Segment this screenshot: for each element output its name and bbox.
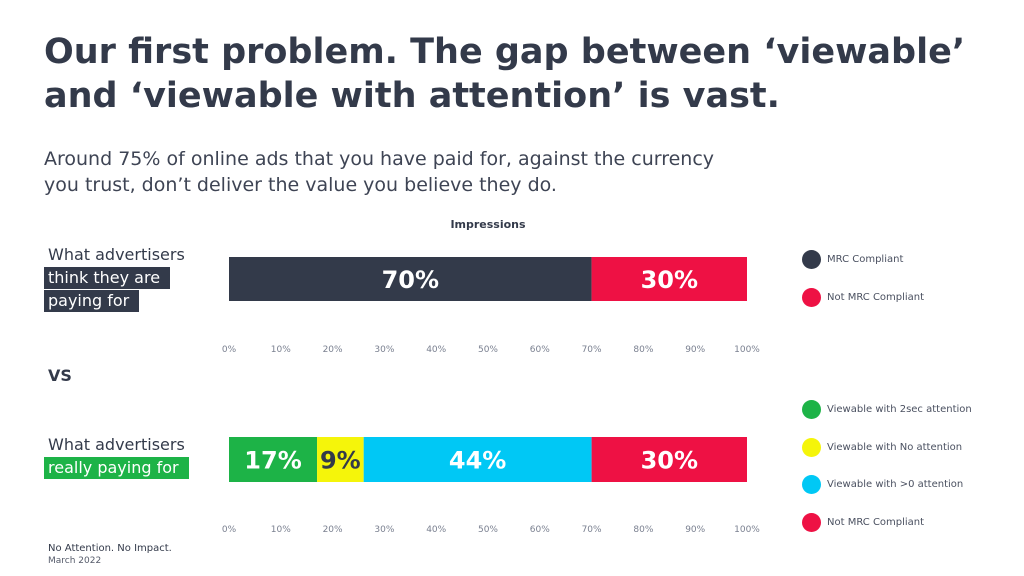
legend-item: MRC Compliant <box>802 250 903 269</box>
legend-label: Not MRC Compliant <box>827 292 925 303</box>
title-line: Our first problem. The gap between ‘view… <box>44 32 966 72</box>
x-tick-label: 70% <box>582 345 602 355</box>
x-tick-label: 30% <box>374 525 394 535</box>
x-tick-label: 20% <box>323 345 343 355</box>
legend-swatch <box>802 512 821 532</box>
legend-label: Not MRC Compliant <box>827 516 925 528</box>
legend-item: Viewable with No attention <box>802 437 963 457</box>
x-tick-label: 20% <box>323 525 343 535</box>
bar-data-label: 30% <box>641 266 698 294</box>
legend-swatch <box>802 250 821 269</box>
legend-label: Viewable with 2sec attention <box>827 404 972 415</box>
bar-segment <box>229 437 318 482</box>
footer: No Attention. No Impact. March 2022 <box>48 543 172 567</box>
footer-tagline: No Attention. No Impact. <box>48 543 172 554</box>
x-tick-label: 60% <box>530 525 550 535</box>
x-tick-label: 0% <box>222 525 237 535</box>
x-tick-label: 80% <box>633 525 653 535</box>
legend-item: Viewable with 2sec attention <box>802 400 972 419</box>
row-label-text: What advertisers <box>48 245 185 264</box>
bar-data-label: 30% <box>641 447 698 475</box>
x-tick-label: 0% <box>222 345 237 355</box>
x-tick-label: 80% <box>633 345 653 355</box>
bar-segment <box>591 437 747 482</box>
x-tick-label: 100% <box>734 345 760 355</box>
legend-item: Viewable with >0 attention <box>802 475 963 494</box>
x-tick-label: 40% <box>426 525 446 535</box>
bar-segment <box>229 257 592 301</box>
x-tick-label: 90% <box>685 345 705 355</box>
legend-swatch <box>802 475 821 494</box>
row-label-perceived: What advertisers think they are paying f… <box>44 244 185 312</box>
title-line: and ‘viewable with attention’ is vast. <box>44 76 780 116</box>
legend-label: Viewable with No attention <box>827 441 963 453</box>
subtitle-line: Around 75% of online ads that you have p… <box>44 148 715 170</box>
legend-swatch <box>802 437 821 457</box>
legend-swatch <box>802 400 821 419</box>
row-label-highlight: think they are <box>44 267 171 289</box>
x-tick-label: 10% <box>271 525 291 535</box>
bar-data-label: 44% <box>449 447 506 475</box>
bar-data-label: 70% <box>382 266 439 294</box>
row-label-actual: What advertisers really paying for <box>44 434 189 479</box>
x-tick-label: 60% <box>530 345 550 355</box>
legend-label: MRC Compliant <box>827 254 904 265</box>
x-tick-label: 100% <box>734 525 760 535</box>
slide-title: Our first problem. The gap between ‘view… <box>44 30 1004 118</box>
legend-label: Viewable with >0 attention <box>827 479 964 490</box>
bar-segment <box>591 257 747 301</box>
x-tick-label: 40% <box>426 345 446 355</box>
subtitle-line: you trust, don’t deliver the value you b… <box>44 174 557 196</box>
row-label-highlight: really paying for <box>44 457 189 479</box>
bar-data-label: 17% <box>244 447 301 475</box>
vs-label: VS <box>48 366 72 385</box>
row-label-text: What advertisers <box>48 435 185 454</box>
legend-swatch <box>802 288 821 307</box>
bar-segment <box>363 437 592 482</box>
x-tick-label: 50% <box>478 525 498 535</box>
x-tick-label: 90% <box>685 525 705 535</box>
chart-title: Impressions <box>450 218 526 231</box>
x-tick-label: 10% <box>271 345 291 355</box>
x-tick-label: 50% <box>478 345 498 355</box>
row-label-highlight: paying for <box>44 290 140 312</box>
bar-data-label: 9% <box>320 447 361 475</box>
slide-subtitle: Around 75% of online ads that you have p… <box>44 146 944 198</box>
footer-date: March 2022 <box>48 556 102 566</box>
bar-segment <box>317 437 364 482</box>
x-tick-label: 70% <box>582 525 602 535</box>
legend-item: Not MRC Compliant <box>802 288 924 307</box>
legend-item: Not MRC Compliant <box>802 512 925 532</box>
x-tick-label: 30% <box>374 345 394 355</box>
